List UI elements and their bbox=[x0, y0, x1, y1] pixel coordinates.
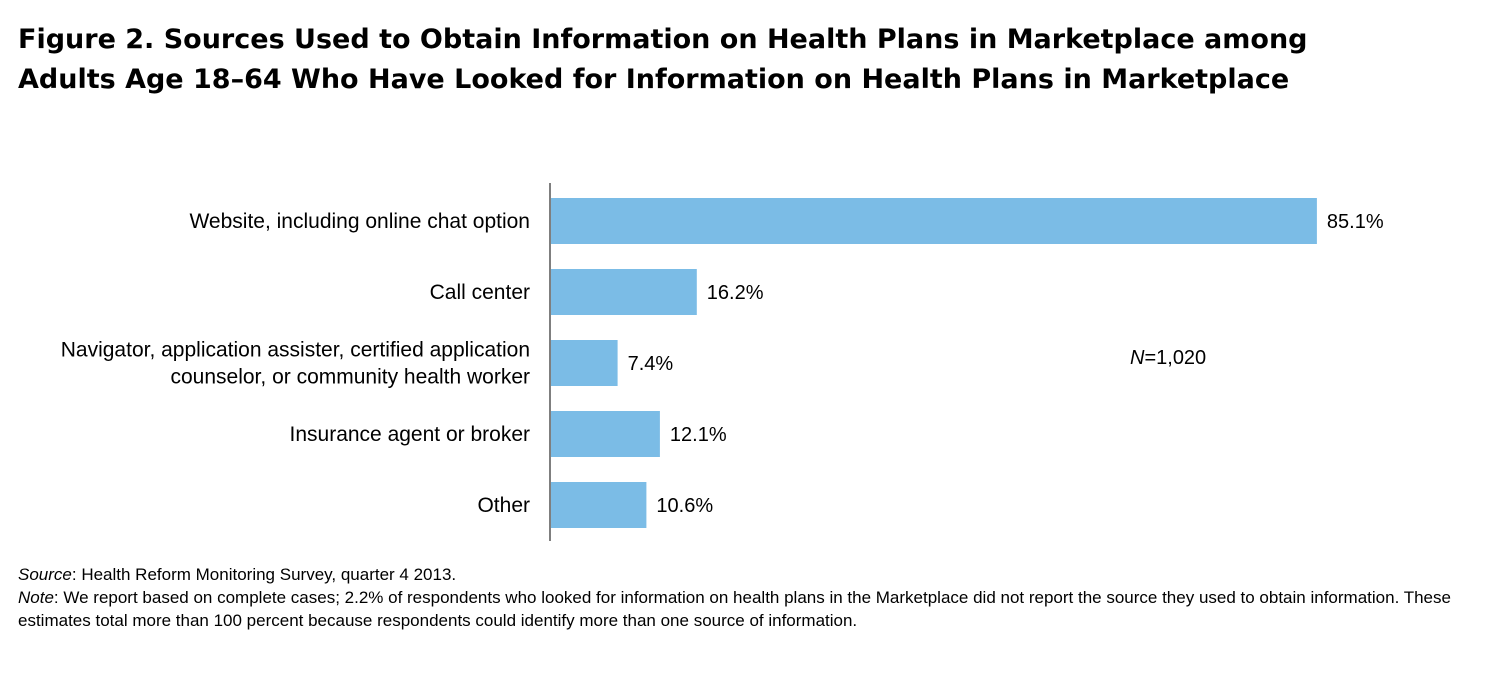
footnotes: Source: Health Reform Monitoring Survey,… bbox=[18, 563, 1488, 632]
bar-2 bbox=[551, 340, 618, 386]
value-label-4: 10.6% bbox=[656, 495, 713, 517]
note-label: Note bbox=[18, 588, 54, 607]
sample-size-label: N=1,020 bbox=[1130, 347, 1206, 370]
chart-title: Figure 2. Sources Used to Obtain Informa… bbox=[18, 20, 1478, 100]
source-label: Source bbox=[18, 565, 72, 584]
category-label-4: Other bbox=[477, 494, 530, 517]
bar-4 bbox=[551, 482, 647, 528]
category-label-1: Call center bbox=[430, 281, 530, 304]
category-label-2-line-1: counselor, or community health worker bbox=[171, 366, 531, 389]
bar-3 bbox=[551, 411, 660, 457]
bar-1 bbox=[551, 269, 697, 315]
chart-title-line-1: Figure 2. Sources Used to Obtain Informa… bbox=[18, 24, 1308, 55]
source-note: Source: Health Reform Monitoring Survey,… bbox=[18, 563, 1488, 586]
sample-size-value: =1,020 bbox=[1144, 347, 1207, 369]
value-label-1: 16.2% bbox=[707, 282, 764, 304]
category-label-3: Insurance agent or broker bbox=[290, 423, 530, 446]
chart-title-line-2: Adults Age 18–64 Who Have Looked for Inf… bbox=[18, 64, 1290, 95]
note-text: : We report based on complete cases; 2.2… bbox=[18, 588, 1451, 630]
note-note: Note: We report based on complete cases;… bbox=[18, 586, 1488, 632]
category-label-0: Website, including online chat option bbox=[189, 210, 530, 233]
value-label-3: 12.1% bbox=[670, 424, 727, 446]
value-label-2: 7.4% bbox=[628, 353, 674, 375]
category-label-2-line-0: Navigator, application assister, certifi… bbox=[61, 339, 530, 362]
bar-0 bbox=[551, 198, 1317, 244]
source-text: : Health Reform Monitoring Survey, quart… bbox=[71, 565, 457, 584]
value-label-0: 85.1% bbox=[1327, 211, 1384, 233]
sample-size-n: N bbox=[1130, 347, 1145, 369]
